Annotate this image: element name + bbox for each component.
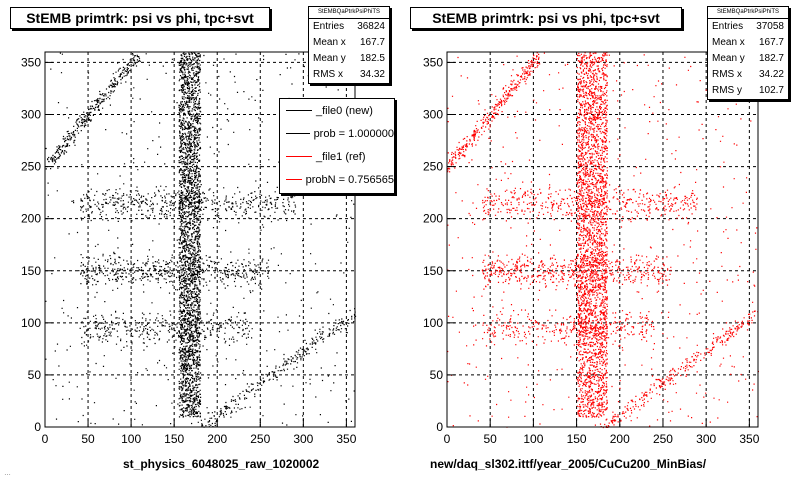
stats-value: 34.32 — [359, 69, 385, 80]
x-tick-label: 200 — [610, 432, 630, 446]
legend-entry-file1: _file1 (ref) — [280, 145, 394, 168]
stats-value: 102.7 — [758, 85, 784, 96]
x-tick-label: 300 — [696, 432, 716, 446]
stats-row-entries: Entries 37058 — [708, 19, 788, 35]
stats-label: RMS x — [313, 69, 343, 80]
stats-value: 37058 — [756, 21, 784, 32]
stats-row-mean-y: Mean y 182.5 — [309, 51, 389, 67]
x-tick-label: 200 — [207, 432, 227, 446]
legend-label: _file0 (new) — [316, 104, 373, 117]
panel-0-title-text: StEMB primtrk: psi vs phi, tpc+svt — [26, 10, 254, 26]
panel-1-scatter — [447, 52, 759, 429]
stats-value: 34.22 — [758, 69, 784, 80]
x-tick-label: 100 — [121, 432, 141, 446]
footer-timestamp: … — [4, 470, 11, 477]
y-tick-label: 50 — [28, 368, 42, 382]
legend-entry-probn: probN = 0.756565 — [280, 168, 394, 191]
x-tick-label: 150 — [567, 432, 587, 446]
panel-1-title-text: StEMB primtrk: psi vs phi, tpc+svt — [432, 10, 660, 26]
panel-0-x-axis-label: st_physics_6048025_raw_1020002 — [123, 457, 320, 471]
y-tick-label: 100 — [423, 316, 443, 330]
legend-label: probN = 0.756565 — [305, 173, 394, 186]
stats-value: 167.7 — [758, 37, 784, 48]
stats-label: Mean x — [712, 37, 745, 48]
stats-row-mean-x: Mean x 167.7 — [708, 35, 788, 51]
stats-label: RMS x — [712, 69, 742, 80]
y-tick-label: 250 — [423, 160, 443, 174]
stats-row-rms-x: RMS x 34.32 — [309, 67, 389, 83]
x-tick-label: 0 — [42, 432, 49, 446]
y-tick-label: 0 — [436, 420, 443, 434]
axes-frame — [446, 51, 759, 428]
y-tick-label: 150 — [21, 264, 41, 278]
stats-label: Entries — [313, 21, 345, 32]
panel-0-legend: _file0 (new) prob = 1.000000 _file1 (ref… — [279, 98, 395, 194]
stats-header: StEMBQaPtrkPsiPhiTS — [309, 7, 389, 19]
stats-value: 167.7 — [359, 37, 385, 48]
legend-swatch — [286, 156, 312, 157]
stats-label: RMS y — [712, 85, 742, 96]
x-tick-label: 300 — [293, 432, 313, 446]
x-tick-label: 350 — [336, 432, 356, 446]
y-tick-label: 250 — [21, 160, 41, 174]
stats-label: Mean y — [712, 53, 745, 64]
y-tick-label: 50 — [430, 368, 444, 382]
stats-row-rms-y: RMS y 102.7 — [708, 83, 788, 99]
stats-value: 182.5 — [359, 53, 385, 64]
legend-entry-file0: _file0 (new) — [280, 99, 394, 122]
panel-1-title: StEMB primtrk: psi vs phi, tpc+svt — [410, 7, 682, 29]
stats-value: 36824 — [357, 21, 385, 32]
stats-label: Entries — [712, 21, 744, 32]
legend-label: prob = 1.000000 — [313, 127, 394, 140]
scatter-points — [447, 52, 759, 429]
x-tick-label: 250 — [250, 432, 270, 446]
y-tick-label: 300 — [21, 108, 41, 122]
y-tick-label: 200 — [21, 212, 41, 226]
x-tick-label: 50 — [81, 432, 95, 446]
legend-swatch — [286, 110, 312, 111]
panel-1-stats-box: StEMBQaPtrkPsiPhiTS Entries 37058 Mean x… — [707, 6, 789, 100]
panel-0-title: StEMB primtrk: psi vs phi, tpc+svt — [10, 7, 270, 29]
y-tick-label: 350 — [423, 55, 443, 69]
stats-row-entries: Entries 36824 — [309, 19, 389, 35]
stats-value: 182.7 — [758, 53, 784, 64]
y-tick-label: 350 — [21, 55, 41, 69]
x-tick-label: 50 — [484, 432, 498, 446]
panel-1-x-axis-label: new/daq_sl302.ittf/year_2005/CuCu200_Min… — [430, 457, 707, 471]
y-tick-label: 0 — [34, 420, 41, 434]
y-tick-label: 200 — [423, 212, 443, 226]
y-tick-label: 100 — [21, 316, 41, 330]
stats-header: StEMBQaPtrkPsiPhiTS — [708, 7, 788, 19]
x-tick-label: 250 — [653, 432, 673, 446]
stats-label: Mean y — [313, 53, 346, 64]
y-tick-label: 300 — [423, 108, 443, 122]
stats-row-mean-y: Mean y 182.7 — [708, 51, 788, 67]
stats-row-rms-x: RMS x 34.22 — [708, 67, 788, 83]
panel-0-stats-box: StEMBQaPtrkPsiPhiTS Entries 36824 Mean x… — [308, 6, 390, 84]
stats-row-mean-x: Mean x 167.7 — [309, 35, 389, 51]
x-tick-label: 100 — [523, 432, 543, 446]
legend-entry-prob: prob = 1.000000 — [280, 122, 394, 145]
axes-frame — [44, 51, 356, 428]
x-tick-label: 0 — [444, 432, 451, 446]
y-tick-label: 150 — [423, 264, 443, 278]
legend-swatch — [286, 133, 310, 134]
legend-swatch — [286, 179, 302, 180]
x-tick-label: 150 — [164, 432, 184, 446]
panel-1-axes: 0 50 100 150 200 250 300 350 0 50 100 150 200 250 300 3… — [423, 51, 760, 446]
legend-label: _file1 (ref) — [316, 150, 366, 163]
stats-label: Mean x — [313, 37, 346, 48]
x-tick-label: 350 — [739, 432, 759, 446]
